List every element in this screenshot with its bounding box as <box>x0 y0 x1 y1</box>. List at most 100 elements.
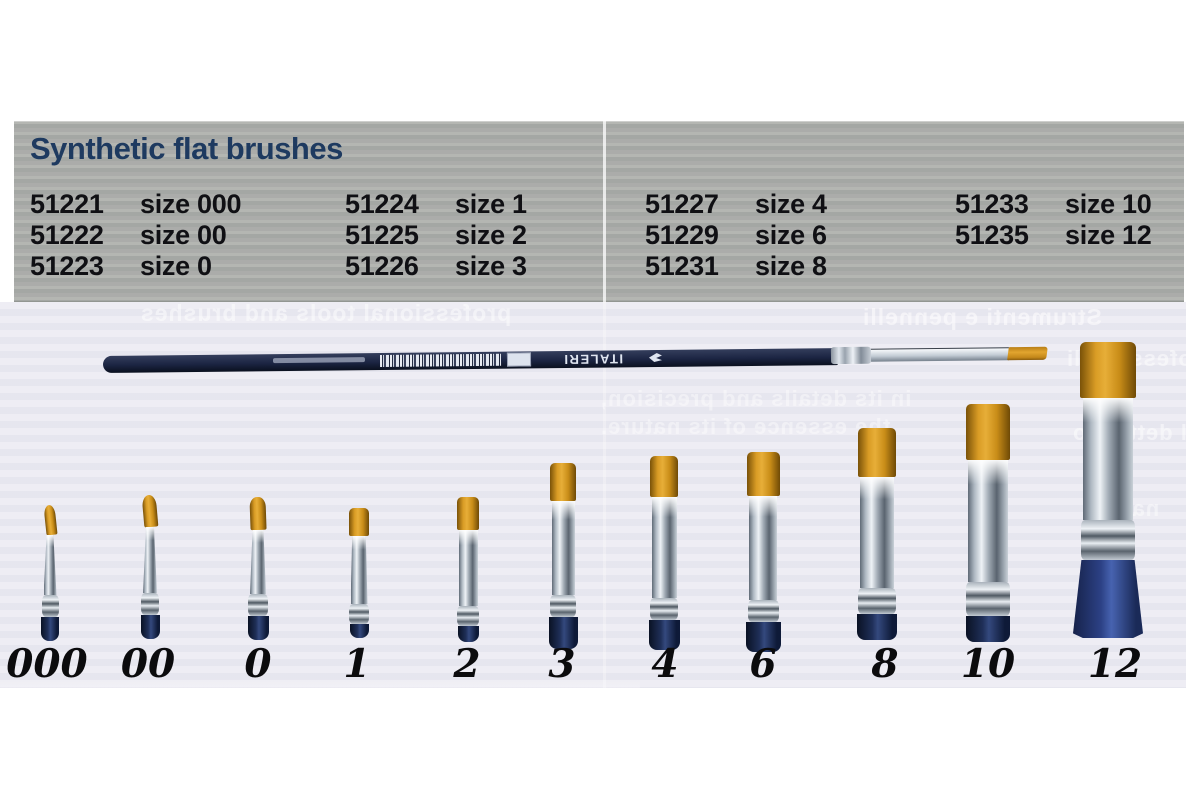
brush-size-12 <box>1073 342 1143 638</box>
brush-bristles <box>141 494 159 528</box>
brush-crimp <box>457 606 479 626</box>
table-row: 51229 size 6 <box>645 220 827 251</box>
code-column-2: 51224 size 1 51225 size 2 51226 size 3 <box>345 189 527 282</box>
product-size: size 6 <box>755 220 827 250</box>
product-size: size 000 <box>140 189 242 219</box>
size-label-12: 12 <box>1087 641 1143 687</box>
brush-crimp <box>1081 520 1135 560</box>
brush-bristles <box>457 497 479 530</box>
brush-handle <box>548 617 578 649</box>
brush-handle <box>857 614 897 640</box>
brush-ferrule <box>749 496 777 600</box>
brand-text: ITALERI <box>562 351 624 368</box>
product-code: 51233 <box>955 189 1029 219</box>
table-row: 51221 size 000 <box>30 189 241 220</box>
bleed-text: professional tools and brushes <box>140 300 512 326</box>
product-size: size 8 <box>755 251 827 281</box>
brush-handle <box>41 617 59 641</box>
brush-ferrule <box>250 530 266 594</box>
brush-crimp <box>858 588 896 614</box>
product-code: 51235 <box>955 220 1029 250</box>
brush-ferrule <box>860 477 894 588</box>
brush-bristles <box>349 508 369 536</box>
brush-bristles <box>966 404 1010 460</box>
brush-crimp <box>550 595 576 617</box>
size-label-4: 4 <box>651 641 679 687</box>
brush-size-000 <box>38 504 62 641</box>
code-column-1: 51221 size 000 51222 size 00 51223 size … <box>30 189 241 282</box>
product-code: 51225 <box>345 220 419 250</box>
brush-bristles <box>550 463 576 501</box>
brush-ferrule <box>43 535 57 595</box>
size-label-6: 6 <box>749 641 777 687</box>
brush-size-10 <box>966 404 1010 642</box>
brush-crimp <box>650 598 678 620</box>
barcode <box>379 353 502 368</box>
product-size: size 12 <box>1065 220 1152 250</box>
table-row: 51233 size 10 <box>955 189 1152 220</box>
table-row: 51224 size 1 <box>345 189 527 220</box>
brush-handle <box>648 620 680 650</box>
size-label-2: 2 <box>453 641 481 687</box>
brush-size-4 <box>648 456 680 650</box>
page-gutter-line <box>603 121 606 688</box>
page-title: Synthetic flat brushes <box>30 131 343 166</box>
product-size: size 0 <box>140 251 212 281</box>
scan-light-band <box>0 678 640 756</box>
brush-crimp <box>141 593 159 615</box>
product-size: size 1 <box>455 189 527 219</box>
brush-size-6 <box>745 452 781 652</box>
product-size: size 10 <box>1065 189 1152 219</box>
table-row: 51231 size 8 <box>645 251 827 282</box>
product-size: size 4 <box>755 189 827 219</box>
brush-ferrule <box>458 530 478 606</box>
brush-ferrule <box>651 497 677 598</box>
brush-size-8 <box>857 428 897 640</box>
brush-ferrule <box>143 527 157 593</box>
brush-ferrule <box>870 347 1010 362</box>
header-panel <box>14 121 1184 302</box>
product-code: 51222 <box>30 220 104 250</box>
product-size: size 2 <box>455 220 527 250</box>
brush-crimp <box>966 582 1010 616</box>
code-column-4: 51233 size 10 51235 size 12 <box>955 189 1152 251</box>
code-column-3: 51227 size 4 51229 size 6 51231 size 8 <box>645 189 827 282</box>
size-label-00: 00 <box>120 641 176 687</box>
size-label-1: 1 <box>343 641 371 687</box>
brush-bristles <box>746 452 780 496</box>
bleed-text: Strumenti e pennelli <box>862 304 1102 330</box>
brush-size-00 <box>138 494 162 639</box>
brush-handle <box>745 622 781 652</box>
size-label-000: 000 <box>6 641 88 687</box>
barcode-label-block <box>506 352 532 367</box>
product-code: 51231 <box>645 251 719 281</box>
brush-bristles <box>858 428 896 477</box>
product-code: 51221 <box>30 189 104 219</box>
size-label-8: 8 <box>871 641 899 687</box>
bleed-text: the essence of its nature. <box>600 414 891 439</box>
brush-size-1 <box>347 508 371 638</box>
table-row: 51235 size 12 <box>955 220 1152 251</box>
brush-size-2 <box>456 497 480 642</box>
table-row: 51222 size 00 <box>30 220 241 251</box>
barcode-digits <box>272 357 366 364</box>
brush-ferrule <box>551 501 575 595</box>
brush-handle <box>966 616 1010 642</box>
brush-bristles <box>1007 346 1048 361</box>
brush-bristles <box>249 496 267 531</box>
brush-ferrule <box>350 536 368 604</box>
size-label-0: 0 <box>244 641 272 687</box>
brush-crimp <box>830 346 872 365</box>
brush-ferrule <box>968 460 1008 582</box>
table-row: 51227 size 4 <box>645 189 827 220</box>
brush-size-3 <box>548 463 578 649</box>
brush-bristles <box>650 456 678 497</box>
brush-bristles <box>42 504 58 536</box>
bleed-text: in its details and precision, <box>600 386 912 411</box>
table-row: 51225 size 2 <box>345 220 527 251</box>
table-row: 51223 size 0 <box>30 251 241 282</box>
brush-size-0 <box>246 496 270 640</box>
brush-handle <box>1073 560 1143 638</box>
brush-crimp <box>248 594 268 616</box>
brush-crimp <box>349 604 369 624</box>
